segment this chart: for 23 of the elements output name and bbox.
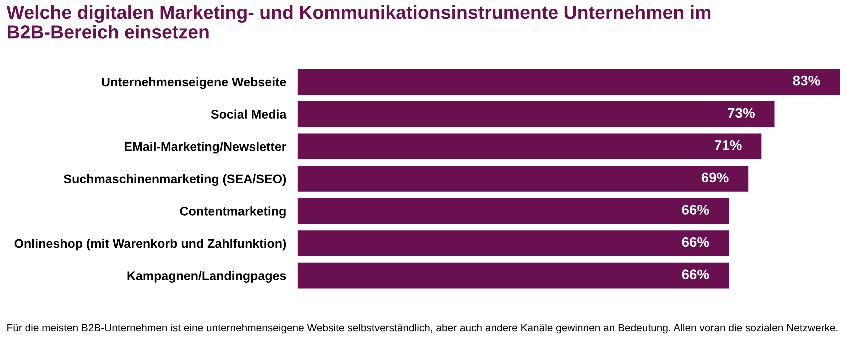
data-label: 71%: [715, 140, 742, 150]
data-label: 73%: [728, 108, 755, 118]
chart-title: Welche digitalen Marketing- und Kommunikationsinstrumente Unternehmen im B2B-Bereich einsetzen: [6, 5, 711, 39]
bar: [298, 262, 730, 289]
y-tick-label: Suchmaschinenmarketing (SEA/SEO): [64, 174, 286, 186]
data-label: 83%: [793, 76, 820, 86]
y-tick-label: Contentmarketing: [180, 206, 286, 218]
bar: [298, 134, 762, 160]
bar: [298, 166, 749, 192]
bar: [298, 101, 775, 128]
text: Für die meisten B2B-Unternehmen ist eine unternehmenseigene Website selbstverständlich, aber auch andere Kanäle gewinnen an Bedeutung. Allen voran die sozialen Netzwerke.: [8, 324, 838, 334]
data-label: 66%: [682, 205, 710, 215]
bar: [298, 198, 730, 224]
y-tick-label: EMail-Marketing/Newsletter: [124, 142, 286, 154]
bar: [298, 230, 730, 256]
y-tick-label: Unternehmenseigene Webseite: [102, 78, 286, 90]
y-tick-label: Kampagnen/Landingpages: [128, 271, 286, 283]
y-tick-label: Onlineshop (mit Warenkorb und Zahlfunktion): [14, 238, 286, 251]
y-tick-label: Social Media: [211, 110, 287, 119]
data-label: 66%: [682, 237, 710, 248]
bar: [298, 69, 840, 95]
data-label: 66%: [682, 270, 710, 280]
data-label: 69%: [702, 172, 729, 183]
